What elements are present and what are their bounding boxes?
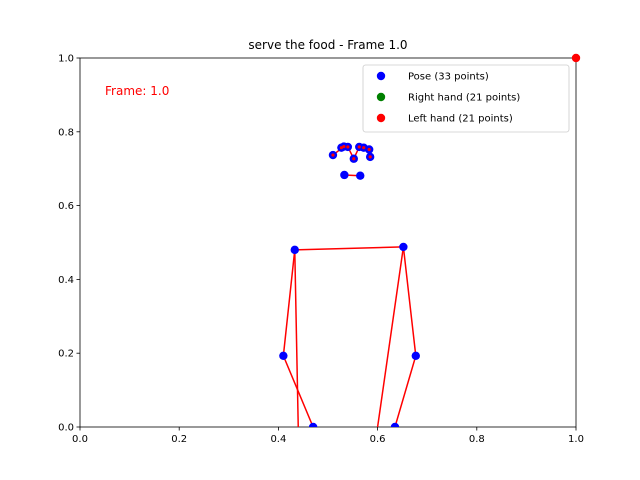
legend: Pose (33 points) Right hand (21 points) Le… (362, 64, 570, 133)
x-tick-label: 0.0 (72, 434, 88, 445)
y-axis: 0.0 0.2 0.4 0.6 0.8 1.0 (58, 54, 80, 434)
skeleton-line (294, 249, 299, 427)
pose-point-overlay (339, 146, 343, 150)
x-tick-label: 0.6 (370, 434, 386, 445)
pose-point (411, 351, 420, 360)
pose-point-overlay (368, 155, 372, 159)
axes-frame (79, 57, 577, 428)
pose-point-overlay (362, 146, 366, 150)
x-tick-label: 1.0 (568, 434, 584, 445)
y-tick-label: 0.4 (58, 275, 74, 286)
y-tick-label: 1.0 (58, 54, 74, 65)
legend-marker (376, 113, 386, 123)
y-tick-label: 0.0 (58, 423, 74, 434)
pose-point (279, 351, 288, 360)
pose-point-overlay (352, 157, 356, 161)
y-tick-label: 0.6 (58, 201, 74, 212)
left-hand-point (571, 53, 581, 63)
pose-point-overlay (346, 145, 350, 149)
legend-marker (376, 71, 386, 81)
plot-border (79, 57, 577, 428)
x-tick-label: 0.8 (469, 434, 485, 445)
pose-points (279, 142, 420, 427)
x-tick-label: 0.2 (171, 434, 187, 445)
legend-box (362, 64, 570, 133)
frame-annotation: Frame: 1.0 (105, 84, 169, 98)
chart-title: serve the food - Frame 1.0 (248, 38, 407, 52)
pose-point-overlay (331, 153, 335, 157)
legend-label: Left hand (21 points) (408, 114, 513, 125)
pose-point (290, 245, 299, 255)
pose-point (340, 170, 349, 180)
left-hand-points (571, 53, 581, 63)
legend-label: Pose (33 points) (408, 72, 489, 83)
pose-point-overlay (342, 144, 346, 149)
skeleton-line (376, 246, 405, 427)
pose-point (356, 171, 365, 180)
pose-point (308, 422, 318, 427)
skeleton-line (294, 246, 404, 251)
pose-point (390, 422, 400, 427)
pose-point-overlay (367, 147, 371, 152)
pose-point-overlay (357, 145, 361, 149)
y-tick-label: 0.8 (58, 127, 74, 138)
skeleton-line (394, 246, 417, 427)
pose-point (399, 242, 408, 252)
legend-marker (376, 92, 386, 102)
legend-label: Right hand (21 points) (408, 93, 520, 104)
x-tick-label: 0.4 (270, 434, 286, 445)
x-axis: 0.0 0.2 0.4 0.6 0.8 1.0 (72, 427, 584, 445)
skeleton-lines (282, 145, 417, 427)
y-tick-label: 0.2 (58, 349, 74, 360)
